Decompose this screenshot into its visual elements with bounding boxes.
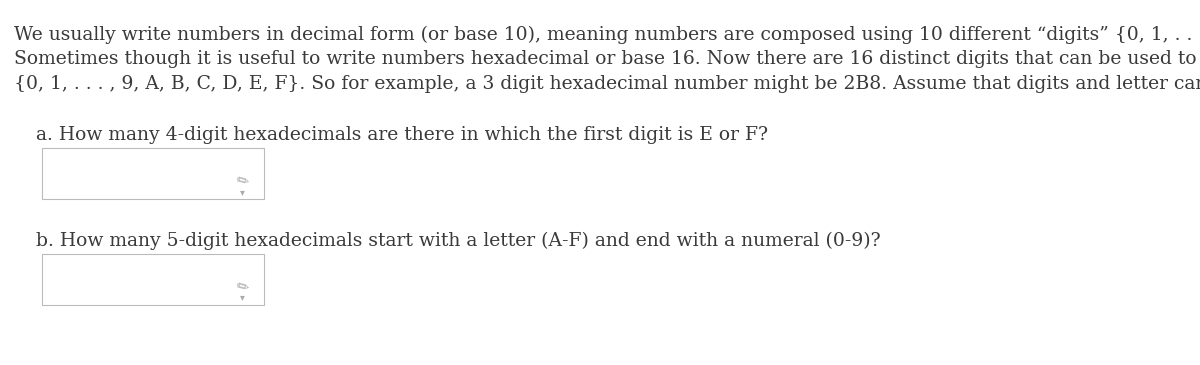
Text: ▾: ▾ — [240, 187, 245, 197]
Text: b. How many 5-digit hexadecimals start with a letter (A-F) and end with a numera: b. How many 5-digit hexadecimals start w… — [36, 232, 881, 250]
Text: ✏: ✏ — [234, 172, 251, 190]
Text: Sometimes though it is useful to write numbers hexadecimal or base 16. Now there: Sometimes though it is useful to write n… — [14, 50, 1200, 68]
Text: ▾: ▾ — [240, 293, 245, 303]
Text: {0, 1, . . . , 9, A, B, C, D, E, F}. So for example, a 3 digit hexadecimal numbe: {0, 1, . . . , 9, A, B, C, D, E, F}. So … — [14, 75, 1200, 93]
Text: ✏: ✏ — [234, 278, 251, 296]
Text: a. How many 4-digit hexadecimals are there in which the first digit is E or F?: a. How many 4-digit hexadecimals are the… — [36, 126, 768, 144]
Text: We usually write numbers in decimal form (or base 10), meaning numbers are compo: We usually write numbers in decimal form… — [14, 26, 1200, 44]
